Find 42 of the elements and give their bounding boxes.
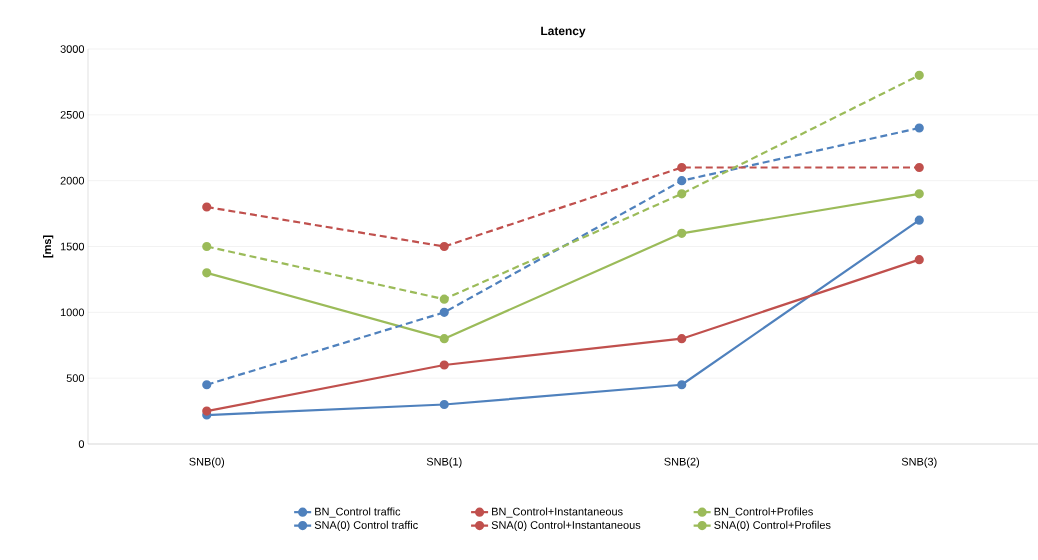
point <box>677 176 687 186</box>
x-tick-label: SNB(2) <box>664 457 700 468</box>
y-tick-label: 2500 <box>60 110 85 119</box>
y-tick-label: 1500 <box>60 242 85 251</box>
point <box>202 202 212 212</box>
point <box>439 399 449 410</box>
point <box>914 215 924 225</box>
legend-label: BN_Control+Instantaneous <box>492 507 623 518</box>
point <box>439 334 449 344</box>
y-tick-label: 500 <box>66 374 85 383</box>
y-tick-label: 3000 <box>60 45 85 53</box>
point <box>677 334 687 344</box>
y-tick-label: 0 <box>78 440 85 448</box>
legend-label: SNA(0) Control traffic <box>314 520 418 532</box>
point <box>914 70 924 80</box>
point <box>677 380 687 390</box>
y-tick-label: 2000 <box>60 176 85 185</box>
y-tick-label: 1000 <box>60 308 85 317</box>
legend-label: SNA(0) Control+Instantaneous <box>491 520 641 532</box>
point <box>914 189 924 199</box>
x-tick-label: SNB(1) <box>426 457 462 468</box>
x-tick-label: SNB(3) <box>901 457 937 468</box>
point <box>914 255 924 265</box>
point <box>677 228 687 238</box>
legend-label: SNA(0) Control+Profiles <box>714 520 831 532</box>
legend-label: BN_Control traffic <box>315 507 401 518</box>
point <box>677 189 687 199</box>
x-tick-label: SNB(0) <box>189 457 225 468</box>
point <box>439 307 449 317</box>
chart-title: Latency <box>541 26 586 38</box>
point <box>439 241 449 252</box>
point <box>202 380 212 390</box>
point <box>914 123 924 133</box>
point <box>677 162 687 173</box>
legend-label: BN_Control+Profiles <box>714 507 813 518</box>
point <box>202 241 212 252</box>
point <box>202 406 212 416</box>
point <box>202 268 212 278</box>
point <box>439 360 449 370</box>
point <box>914 162 924 173</box>
point <box>439 294 449 304</box>
y-axis-title: [ms] <box>43 235 54 258</box>
